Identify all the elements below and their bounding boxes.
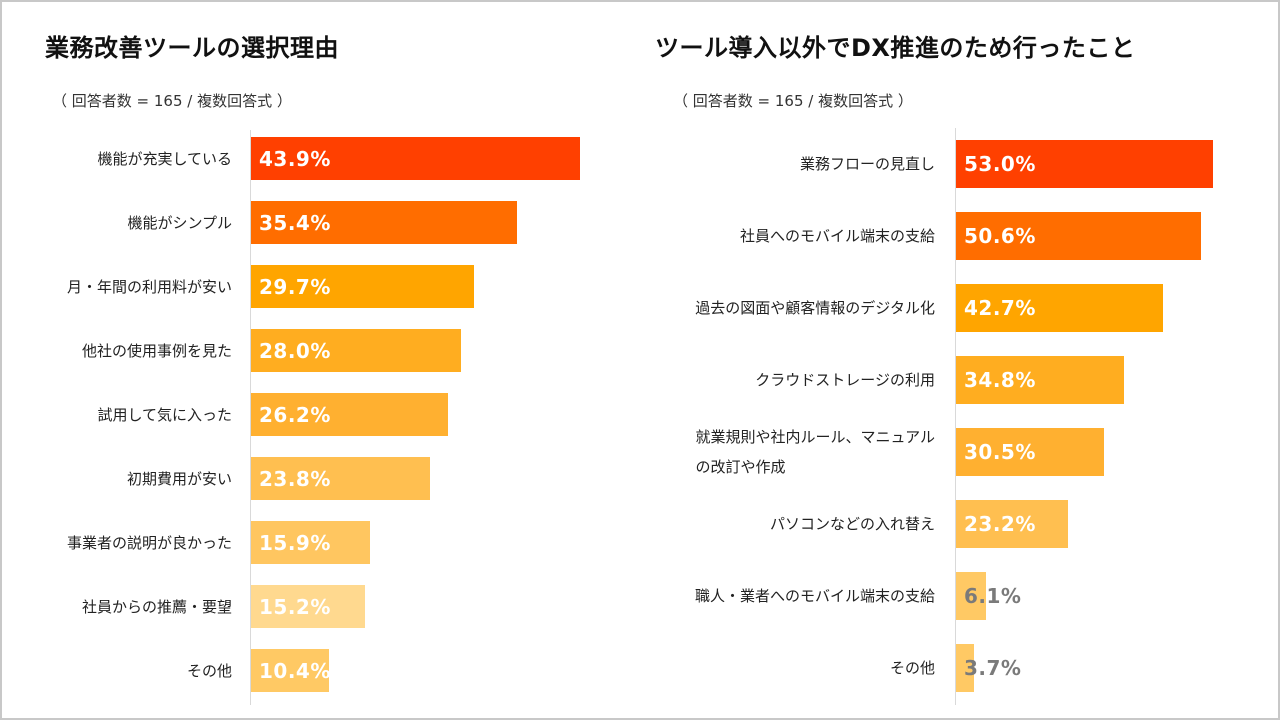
left-value-label: 29.7% <box>259 274 331 299</box>
right-value-label: 42.7% <box>964 296 1036 320</box>
left-bar <box>251 585 365 628</box>
left-category-label: 月・年間の利用料が安い <box>66 277 232 296</box>
right-bar <box>956 500 1069 548</box>
left-category-label: 機能がシンプル <box>127 213 232 232</box>
right-bar <box>956 644 974 692</box>
left-chart-subtitle: （ 回答者数 = 165 / 複数回答式 ） <box>52 92 292 110</box>
right-bar <box>956 572 986 620</box>
left-bar <box>251 201 517 244</box>
right-bar <box>956 356 1125 404</box>
left-value-label: 28.0% <box>259 338 331 363</box>
left-value-label: 23.8% <box>259 466 331 491</box>
right-chart-subtitle: （ 回答者数 = 165 / 複数回答式 ） <box>673 92 913 110</box>
right-category-label: 業務フローの見直し <box>799 155 935 173</box>
left-value-label: 15.9% <box>259 530 331 555</box>
right-category-label: 社員へのモバイル端末の支給 <box>739 227 935 245</box>
right-category-label: その他 <box>889 659 935 677</box>
right-bar <box>956 212 1201 260</box>
left-category-label: 事業者の説明が良かった <box>66 533 232 552</box>
right-value-label: 3.7% <box>964 656 1022 680</box>
right-bar <box>956 284 1163 332</box>
left-bar <box>251 329 461 372</box>
right-category-label: 就業規則や社内ルール、マニュアル の改訂や作成 <box>695 422 935 482</box>
left-bar <box>251 521 371 564</box>
left-category-label: 機能が充実している <box>97 149 232 168</box>
right-value-label: 6.1% <box>964 584 1022 608</box>
right-value-label: 23.2% <box>964 512 1036 536</box>
right-chart-title: ツール導入以外でDX推進のため行ったこと <box>655 34 1136 62</box>
left-value-label: 43.9% <box>259 146 331 171</box>
right-bar <box>956 140 1213 188</box>
left-chart-panel: 業務改善ツールの選択理由 （ 回答者数 = 165 / 複数回答式 ） 機能が充… <box>45 34 581 705</box>
left-bar <box>251 457 430 500</box>
right-bar <box>956 428 1104 476</box>
left-bar <box>251 393 448 436</box>
left-bar <box>251 265 474 308</box>
left-category-label: 社員からの推薦・要望 <box>81 597 232 616</box>
right-category-label: パソコンなどの入れ替え <box>769 515 935 533</box>
left-value-label: 10.4% <box>259 658 331 683</box>
right-category-label: 職人・業者へのモバイル端末の支給 <box>694 587 935 605</box>
left-category-label: 初期費用が安い <box>126 469 232 488</box>
left-chart-title: 業務改善ツールの選択理由 <box>45 34 339 62</box>
left-category-label: 他社の使用事例を見た <box>81 341 232 360</box>
right-value-label: 30.5% <box>964 440 1036 464</box>
right-category-label-line: 就業規則や社内ルール、マニュアル <box>695 428 935 446</box>
right-category-label: 過去の図面や顧客情報のデジタル化 <box>695 299 935 317</box>
left-category-label: その他 <box>186 661 232 680</box>
right-chart-axis-line <box>955 128 956 705</box>
left-bar <box>251 137 581 180</box>
left-chart-axis-line <box>250 130 251 705</box>
right-category-label-line: の改訂や作成 <box>695 458 786 476</box>
right-category-label: クラウドストレージの利用 <box>755 371 935 389</box>
right-value-label: 50.6% <box>964 224 1036 248</box>
right-value-label: 34.8% <box>964 368 1036 392</box>
right-chart-panel: ツール導入以外でDX推進のため行ったこと （ 回答者数 = 165 / 複数回答… <box>640 0 1280 720</box>
left-value-label: 26.2% <box>259 402 331 427</box>
right-value-label: 53.0% <box>964 152 1036 176</box>
left-bar <box>251 649 329 692</box>
left-value-label: 35.4% <box>259 210 331 235</box>
left-category-label: 試用して気に入った <box>97 405 232 424</box>
left-value-label: 15.2% <box>259 594 331 619</box>
